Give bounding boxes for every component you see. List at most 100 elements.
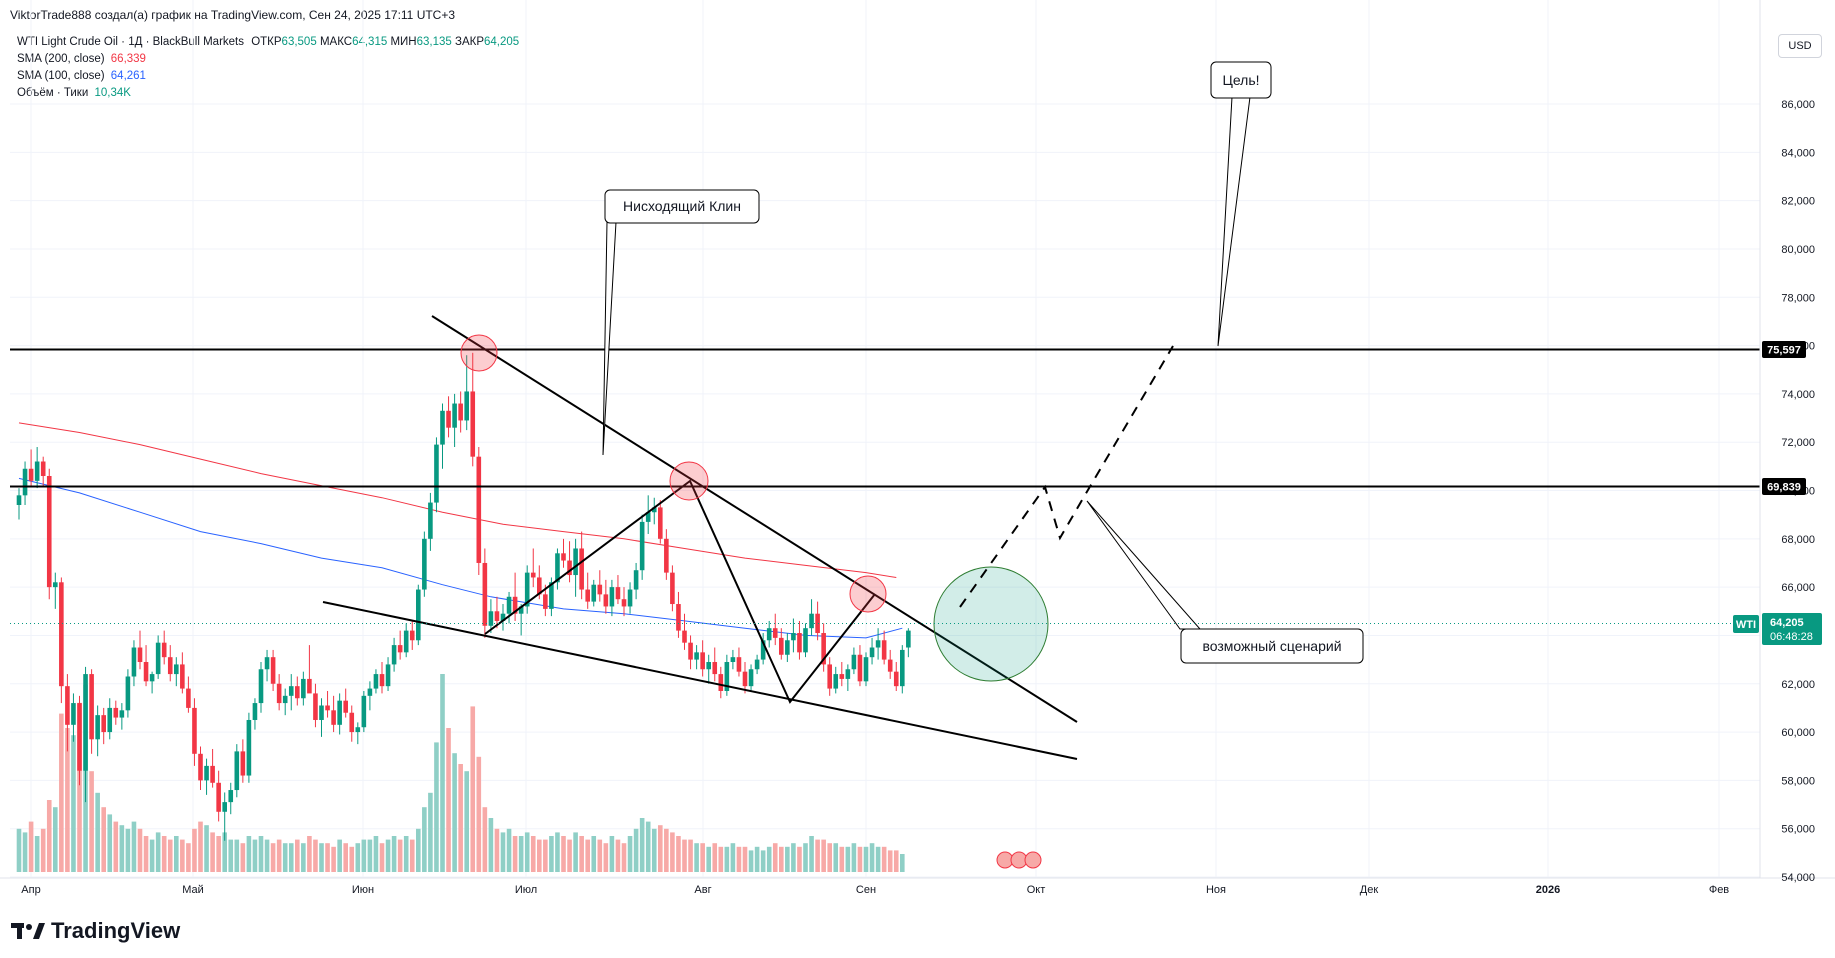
volume-bar [555,832,560,872]
legend-close-value: 64,205 [484,36,520,48]
candle-body [440,410,445,445]
touch-circle-2[interactable] [669,461,709,501]
legend-close-label: ЗАКР [455,36,484,48]
candle-body [16,495,22,505]
candle-body [452,403,457,428]
wedge-callout[interactable]: Нисходящий Клин [602,189,760,456]
legend-sma100-row[interactable]: SMA (100, close) 64,261 [17,68,519,85]
candle-body [34,461,40,481]
candle-body [319,705,324,720]
legend-open-label: ОТКР [251,36,282,48]
candle-body [264,657,270,670]
scenario-dashed-path[interactable] [959,345,1174,608]
legend-volume-row[interactable]: Объём · Тики 10,34K [17,85,519,102]
wedge-callout-box [604,189,760,224]
candle-body [694,652,699,660]
candle-body [881,640,887,660]
candle-body [222,802,227,812]
volume-bar [264,839,270,872]
candle-body [101,715,106,733]
candle-body [59,582,64,687]
economic-events-icon[interactable] [996,851,1042,869]
volume-bar [319,843,324,872]
candle-body [367,688,373,696]
level-badge-low-text: 69,839 [1767,482,1801,494]
legend-sma100-label: SMA (100, close) [17,70,105,82]
candle-body [772,628,778,638]
candle-body [46,476,52,588]
wedge-zigzag[interactable] [484,479,876,704]
volume-bar [258,836,264,872]
volume-bar [688,839,693,872]
candle-body [458,403,463,421]
wedge-upper-line[interactable] [431,315,1078,723]
candle-body [863,657,869,682]
candle-body [615,587,621,600]
legend-sma100-value: 64,261 [110,70,146,82]
volume-bar [113,821,119,872]
volume-bar [210,832,215,872]
legend-sma200-row[interactable]: SMA (200, close) 66,339 [17,51,519,68]
volume-bar [766,846,772,872]
candle-body [688,642,693,660]
tradingview-logo[interactable]: TradingView [11,918,180,944]
volume-bar [228,839,234,872]
candle-body [700,652,705,670]
candle-body [276,683,282,704]
volume-bar [180,839,185,872]
volume-bar [706,846,711,872]
volume-bar [373,836,379,872]
volume-bar [815,839,820,872]
candle-body [149,674,155,682]
volume-bar [174,836,179,872]
candle-body [809,613,814,629]
volume-bar [664,828,669,872]
scenario-callout[interactable]: возможный сценарий [1086,500,1364,664]
volume-bar [282,843,288,872]
candle-body [107,707,113,733]
touch-circle-3[interactable] [849,575,887,613]
candle-body [174,664,179,675]
candle-body [71,703,76,725]
legend-symbol-row: WTI Light Crude Oil · 1Д · BlackBull Mar… [17,34,519,51]
scenario-callout-pointer [1086,500,1202,630]
candle-body [530,572,536,578]
candle-body [500,613,506,621]
candle-body [210,765,215,783]
volume-bar [742,846,748,872]
wedge-lower-line[interactable] [322,601,1078,760]
volume-bar [893,850,899,872]
volume-bar [482,807,488,872]
time-axis[interactable]: Апр Май Июн Июл Авг Сен Окт Ноя Дек 2026 Фев [21,884,1729,896]
candle-body [845,669,851,679]
volume-bar [331,846,336,872]
volume-bar [791,843,796,872]
candle-body [349,712,355,733]
candle-body [301,678,306,699]
volume-bar [313,839,318,872]
level-badge-high-text: 75,597 [1767,345,1801,357]
price-tick-label: 66,000 [1781,582,1815,594]
candle-body [748,669,754,687]
volume-bar [494,828,500,872]
candle-body [167,657,173,675]
candle-body [119,710,125,718]
volume-bar [615,839,621,872]
volume-bar [422,807,427,872]
volume-bar [301,843,306,872]
candle-body [664,538,669,573]
candle-body [639,521,645,571]
legend-symbol[interactable]: WTI Light Crude Oil · 1Д · BlackBull Mar… [17,36,244,48]
currency-selector[interactable]: USD [1778,34,1822,58]
volume-bar [385,839,391,872]
candle-body [512,596,518,614]
volume-bar [803,843,808,872]
volume-bar [760,850,766,872]
candle-body [754,659,760,670]
touch-circle-1[interactable] [460,334,498,372]
volume-bar [506,828,512,872]
volume-bar [530,836,536,872]
candle-body [53,582,58,588]
target-callout[interactable]: Цель! [1210,61,1272,347]
